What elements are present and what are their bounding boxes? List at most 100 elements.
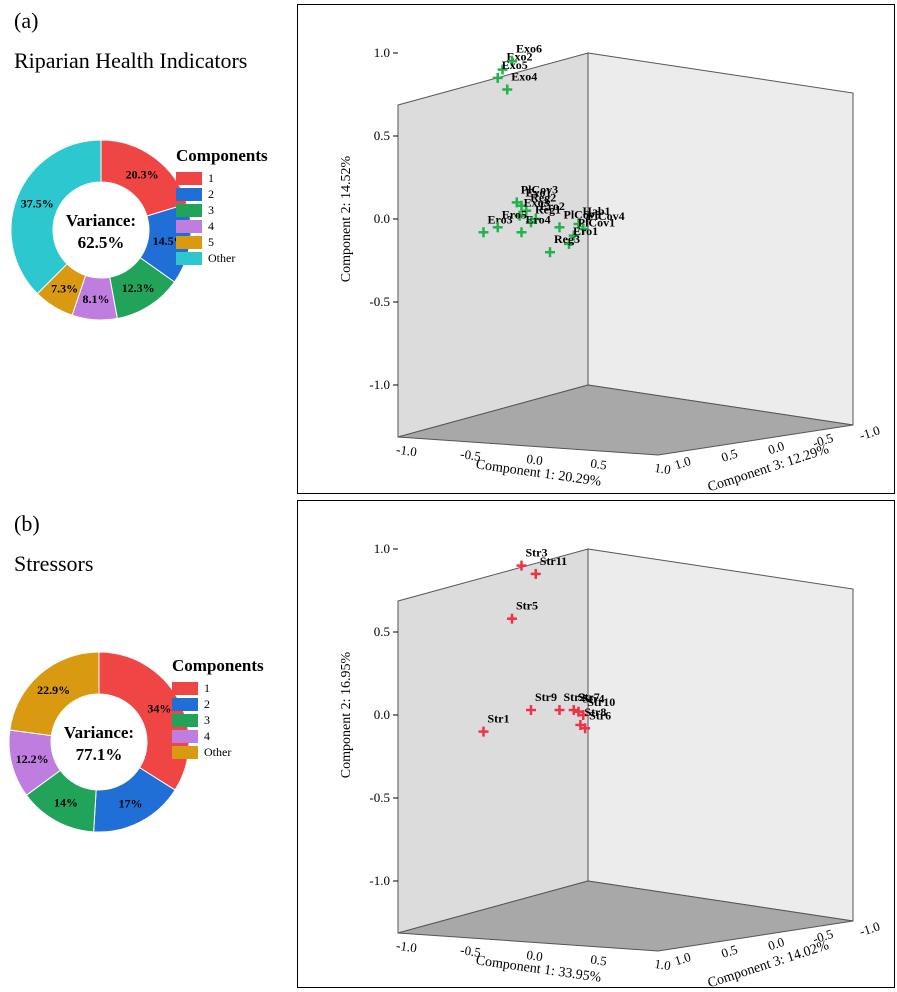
- donut-a-legend-item: 2: [176, 186, 268, 202]
- donut-b-legend-swatch: [172, 713, 198, 727]
- panel-b-letter: (b): [14, 511, 40, 536]
- donut-a-legend-swatch: [176, 219, 202, 233]
- plot3d-b-x-tick-label: 0.0: [526, 947, 544, 964]
- plot3d-a-x-tick-label: -0.5: [459, 446, 481, 464]
- panel-b-title: Stressors: [14, 551, 94, 576]
- plot3d-b-y-axis-label: Component 2: 16.95%: [339, 651, 354, 778]
- donut-a-slice-label-1: 20.3%: [126, 168, 159, 182]
- plot3d-b-point-label-str9: Str9: [535, 690, 557, 704]
- plot3d-a-point-plcov4: [578, 223, 589, 234]
- donut-a-center-text-1: 62.5%: [78, 233, 125, 252]
- plot3d-a-z-tick-label: 0.0: [766, 438, 786, 457]
- donut-a-center-text-0: Variance:: [66, 211, 136, 230]
- plot3d-b-point-label-str7: Str7: [578, 690, 600, 704]
- plot3d-a-y-tick-label: 0.5: [374, 128, 390, 143]
- plot3d-a-point-reg2: [521, 205, 532, 216]
- donut-a-legend-item: 1: [176, 170, 268, 186]
- donut-b-legend-item: 3: [172, 712, 264, 728]
- plot3d-b-z-tick-label: 0.5: [719, 942, 739, 961]
- plot3d-b-point-label-str1: Str1: [488, 712, 510, 726]
- donut-b-legend-label: Other: [204, 744, 232, 759]
- plot3d-a-x-tick-label: 0.5: [590, 455, 608, 472]
- legend-a-title: Components: [176, 146, 268, 165]
- plot3d-b-y-tick-label: 1.0: [374, 541, 390, 556]
- plot3d-a-point-reg1: [526, 217, 536, 228]
- plot3d-a-point-plcov8: [554, 222, 565, 233]
- plot3d-b-side-wall: [587, 548, 854, 922]
- plot3d-a-point-label-hab1: Hab1: [583, 204, 611, 218]
- plot3d-b-point-str1: [478, 726, 489, 737]
- plot3d-b-x-tick-label: -1.0: [395, 938, 417, 956]
- donut-b-center-text-0: Variance:: [64, 723, 134, 742]
- donut-b-legend-item: 1: [172, 680, 264, 696]
- donut-a-legend-item: 4: [176, 218, 268, 234]
- legend-b: Components 1 2 3 4 Other: [172, 656, 264, 760]
- plot3d-a-y-axis-label: Component 2: 14.52%: [339, 155, 354, 282]
- donut-a-legend-swatch: [176, 203, 202, 217]
- plot3d-b-y-tick-label: -0.5: [369, 790, 390, 805]
- plot3d-a-point-label-exo4: Exo4: [511, 70, 537, 84]
- plot3d-a-point-label-exo6: Exo6: [516, 41, 542, 55]
- plot3d-b-point-label-str11: Str11: [540, 554, 567, 568]
- plot3d-b-back-wall: [397, 548, 589, 934]
- donut-a-legend-label: 2: [208, 186, 214, 201]
- plot3d-b-floor: [397, 880, 854, 952]
- plot3d-a-y-tick-label: 0.0: [374, 211, 390, 226]
- plot3d-b-point-str3: [516, 560, 527, 571]
- panel-a-letter: (a): [14, 8, 39, 33]
- donut-a-legend-swatch: [176, 171, 202, 185]
- donut-a-legend-label: 3: [208, 202, 214, 217]
- plot3d-a-point-exo5: [492, 72, 503, 83]
- donut-b-legend-swatch: [172, 697, 198, 711]
- plot3d-b-z-tick-label: -0.5: [811, 926, 835, 947]
- plot3d-b-point-str7: [568, 705, 579, 716]
- donut-a-legend-swatch: [176, 187, 202, 201]
- plot3d-a-point-label-reg2: Reg2: [530, 191, 556, 205]
- donut-a-legend-label: 4: [208, 218, 214, 233]
- donut-b-legend-label: 1: [204, 680, 210, 695]
- plot3d-a-point-reg3: [545, 247, 555, 258]
- donut-a-chart: 20.3%14.5%12.3%8.1%7.3%37.5%Variance:62.…: [10, 139, 192, 321]
- legend-b-title: Components: [172, 656, 264, 675]
- donut-a-slice-label-4: 8.1%: [83, 292, 110, 306]
- plot3d-a-point-exo4: [502, 84, 513, 95]
- donut-b-legend-swatch: [172, 729, 198, 743]
- plot3d-a-point-label-plcov4: PlCov4: [587, 209, 624, 223]
- donut-b-legend-label: 3: [204, 712, 210, 727]
- plot3d-b-point-str9: [526, 705, 536, 716]
- plot3d-b-point-label-str8: Str8: [584, 705, 606, 719]
- donut-b-slice-label-2: 17%: [118, 796, 142, 810]
- donut-b-legend-label: 2: [204, 696, 210, 711]
- plot3d-a-point-label-exo3: Exo3: [524, 196, 550, 210]
- plot3d-b-point-str6: [580, 723, 591, 734]
- donut-a: 20.3% 14.5% 12.3% 8.1% 7.3% 37.5% Variance: 62.…: [8, 139, 198, 327]
- plot3d-a-z-tick-label: 1.0: [673, 453, 693, 472]
- donut-a-legend-item: Other: [176, 250, 268, 266]
- plot3d-a: -1.0 -0.5 0.0 0.5 1.0 Component 2: 14.52% -1.0…: [339, 41, 882, 495]
- donut-b-slice-label-4: 12.2%: [16, 752, 49, 766]
- plot3d-b-point-label-str3: Str3: [526, 546, 548, 560]
- donut-a-legend-item: 5: [176, 234, 268, 250]
- plot3d-a-y-tick-label: 1.0: [374, 45, 390, 60]
- plot3d-a-point-exo6: [507, 56, 517, 67]
- donut-a-legend-swatch: [176, 235, 202, 249]
- plot3d-b-point-label-str6: Str6: [589, 708, 611, 722]
- plot3d-b-x-tick-label: 0.5: [590, 951, 608, 968]
- plot3d-a-point-label-plcov3: PlCov3: [521, 182, 558, 196]
- donut-b-slice-label-1: 34%: [147, 702, 171, 716]
- plot3d-a-point-exo1: [516, 200, 527, 211]
- plot3d-a-point-label-reg1: Reg1: [535, 202, 561, 216]
- plot3d-b-point-str5: [507, 613, 517, 624]
- plot3d-a-point-ero5: [492, 222, 503, 233]
- donut-b-legend-item: Other: [172, 744, 264, 760]
- plot3d-b-y-tick-label: 0.0: [374, 707, 390, 722]
- plot3d-a-point-label-ero1: Ero1: [573, 224, 598, 238]
- donut-b-slice-1: [98, 651, 190, 791]
- plot3d-a-point-ero4: [516, 227, 527, 238]
- plot3d-a-z-tick-label: -1.0: [857, 422, 881, 443]
- donut-b-center-text-1: 77.1%: [76, 745, 123, 764]
- donut-a-slice-other: [10, 139, 102, 295]
- donut-a-slice-label-5: 7.3%: [51, 282, 78, 296]
- plot3d-b-z-tick-label: 0.0: [766, 934, 786, 953]
- donut-b-slice-other: [9, 651, 100, 737]
